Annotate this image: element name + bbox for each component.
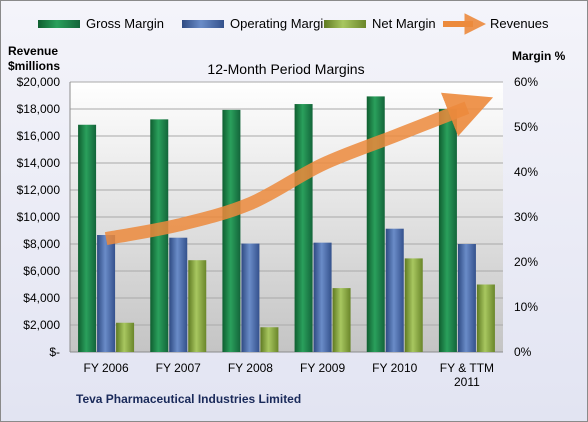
bar-operating-margin-fy-2007	[169, 237, 188, 352]
legend-item-operating-margin: Operating Margin	[182, 16, 330, 31]
bar-operating-margin-fy-2010	[385, 228, 404, 352]
left-tick-label: $8,000	[23, 237, 60, 251]
right-tick-label: 10%	[514, 300, 538, 314]
right-axis-title: Margin %	[512, 49, 566, 63]
revenue-series	[104, 92, 494, 245]
revenues-point-fy-2008	[249, 203, 251, 205]
left-tick-label: $14,000	[17, 156, 61, 170]
left-tick-label: $4,000	[23, 291, 60, 305]
legend-swatch-net-margin	[324, 20, 366, 28]
left-tick-label: $2,000	[23, 318, 60, 332]
bar-net-margin-fy-2007	[188, 260, 207, 352]
left-tick-label: $-	[49, 345, 60, 359]
revenues-point-fy-ttm-2011	[466, 107, 468, 109]
legend-item-revenues: Revenues	[443, 13, 549, 35]
legend: Gross Margin Operating Margin Net Margin…	[38, 13, 549, 35]
category-label: FY & TTM	[440, 361, 494, 375]
legend-item-gross-margin: Gross Margin	[38, 16, 164, 31]
revenues-line	[104, 92, 494, 245]
company-name: Teva Pharmaceutical Industries Limited	[76, 392, 301, 406]
bar-net-margin-fy-2008	[260, 327, 279, 352]
bar-gross-margin-fy-2010	[366, 96, 385, 353]
right-tick-label: 50%	[514, 120, 538, 134]
bar-gross-margin-fy-ttm-2011	[438, 109, 457, 352]
bar-operating-margin-fy-2009	[313, 242, 332, 352]
revenues-point-fy-2007	[177, 224, 179, 226]
bar-gross-margin-fy-2006	[78, 124, 97, 352]
left-tick-label: $12,000	[17, 183, 61, 197]
right-tick-label: 20%	[514, 255, 538, 269]
bar-gross-margin-fy-2008	[222, 109, 241, 353]
left-axis-title-line-1: Revenue	[8, 44, 58, 58]
right-tick-label: 60%	[514, 75, 538, 89]
bar-net-margin-fy-2009	[332, 288, 351, 352]
bar-operating-margin-fy-ttm-2011	[457, 244, 476, 352]
legend-label-gross-margin: Gross Margin	[86, 16, 164, 31]
revenues-point-fy-2010	[394, 135, 396, 137]
bar-operating-margin-fy-2008	[241, 243, 260, 352]
revenues-point-fy-2009	[322, 163, 324, 165]
axis-ticks: $- $2,000 $4,000 $6,000 $8,000 $10,000 $12,000…	[17, 75, 539, 389]
right-tick-label: 40%	[514, 165, 538, 179]
bar-net-margin-fy-2006	[116, 322, 135, 352]
legend-label-revenues: Revenues	[490, 16, 549, 31]
category-label: FY 2006	[84, 361, 129, 375]
left-tick-label: $10,000	[17, 210, 61, 224]
left-tick-label: $16,000	[17, 129, 61, 143]
bar-operating-margin-fy-2006	[97, 235, 116, 352]
left-tick-label: $18,000	[17, 102, 61, 116]
left-tick-label: $20,000	[17, 75, 61, 89]
legend-label-net-margin: Net Margin	[372, 16, 436, 31]
right-tick-label: 0%	[514, 345, 532, 359]
category-label: 2011	[454, 375, 480, 389]
category-label: FY 2007	[156, 361, 201, 375]
category-label: FY 2008	[228, 361, 273, 375]
legend-item-net-margin: Net Margin	[324, 16, 436, 31]
revenues-point-fy-2006	[105, 238, 107, 240]
legend-swatch-gross-margin	[38, 20, 80, 28]
chart-title: 12-Month Period Margins	[207, 61, 364, 77]
left-axis-title-line-2: $millions	[8, 59, 60, 73]
bar-net-margin-fy-2010	[404, 258, 423, 352]
bar-gross-margin-fy-2009	[294, 104, 313, 352]
legend-swatch-operating-margin	[182, 20, 224, 28]
legend-label-operating-margin: Operating Margin	[230, 16, 330, 31]
category-label: FY 2009	[300, 361, 345, 375]
right-tick-label: 30%	[514, 210, 538, 224]
category-label: FY 2010	[372, 361, 417, 375]
left-tick-label: $6,000	[23, 264, 60, 278]
bar-net-margin-fy-ttm-2011	[476, 284, 495, 352]
